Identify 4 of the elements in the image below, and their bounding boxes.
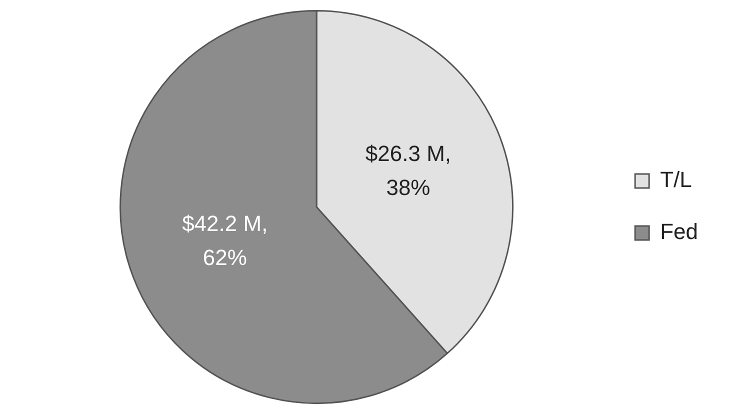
legend-label: Fed [660,219,698,244]
data-label: $26.3 M, 38% [365,141,452,200]
legend-label: T/L [660,167,692,192]
data-label: $42.2 M, 62% [182,211,268,270]
